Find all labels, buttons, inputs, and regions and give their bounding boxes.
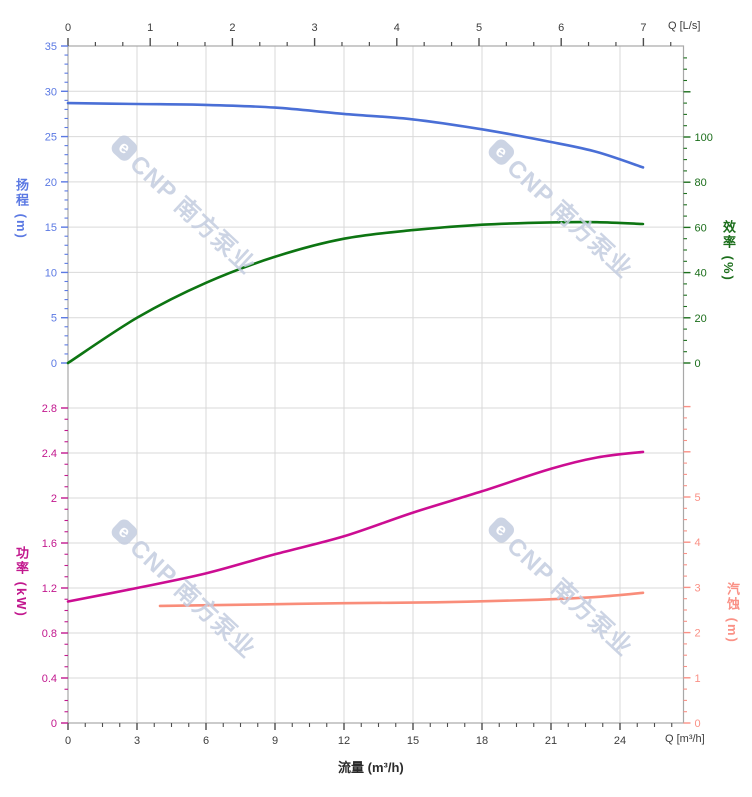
svg-text:18: 18 — [476, 735, 488, 747]
svg-text:0.4: 0.4 — [42, 673, 57, 685]
curve-npsh — [158, 591, 645, 608]
svg-text:20: 20 — [695, 313, 707, 325]
svg-text:1: 1 — [695, 673, 701, 685]
svg-text:24: 24 — [614, 735, 626, 747]
svg-text:2: 2 — [695, 628, 701, 640]
svg-text:5: 5 — [476, 22, 482, 34]
svg-text:0: 0 — [51, 358, 57, 370]
svg-text:60: 60 — [695, 222, 707, 234]
svg-text:30: 30 — [45, 86, 57, 98]
eff-axis-title: 效率 (%) — [721, 220, 736, 282]
svg-text:0: 0 — [65, 22, 71, 34]
svg-text:6: 6 — [203, 735, 209, 747]
svg-text:9: 9 — [272, 735, 278, 747]
svg-text:1: 1 — [147, 22, 153, 34]
svg-text:5: 5 — [695, 492, 701, 504]
svg-text:21: 21 — [545, 735, 557, 747]
svg-text:1.6: 1.6 — [42, 538, 57, 550]
svg-text:0: 0 — [695, 358, 701, 370]
top-axis-unit-label: Q [L/s] — [668, 20, 701, 32]
x-axis-title: 流量 (m³/h) — [338, 760, 404, 775]
svg-text:3: 3 — [695, 582, 701, 594]
svg-text:2: 2 — [51, 493, 57, 505]
svg-text:2: 2 — [229, 22, 235, 34]
power-axis-title: 功率 (kW) — [14, 546, 29, 618]
svg-text:15: 15 — [45, 222, 57, 234]
svg-text:0: 0 — [695, 718, 701, 730]
svg-text:0.8: 0.8 — [42, 628, 57, 640]
svg-text:1.2: 1.2 — [42, 583, 57, 595]
curve-efficiency — [66, 220, 645, 365]
svg-text:10: 10 — [45, 267, 57, 279]
head-axis-title: 扬程 (m) — [14, 178, 29, 240]
svg-text:4: 4 — [394, 22, 400, 34]
svg-text:12: 12 — [338, 735, 350, 747]
svg-text:3: 3 — [134, 735, 140, 747]
curve-power — [66, 450, 645, 603]
npsh-axis-title: 汽蚀 (m) — [725, 582, 740, 644]
svg-text:15: 15 — [407, 735, 419, 747]
svg-text:100: 100 — [695, 132, 713, 144]
svg-text:40: 40 — [695, 268, 707, 280]
svg-text:6: 6 — [558, 22, 564, 34]
svg-text:2.8: 2.8 — [42, 403, 57, 415]
bottom-axis-unit-label: Q [m³/h] — [665, 733, 705, 745]
svg-text:2.4: 2.4 — [42, 448, 57, 460]
svg-text:0: 0 — [51, 718, 57, 730]
svg-text:7: 7 — [640, 22, 646, 34]
curve-head — [66, 101, 645, 169]
svg-text:80: 80 — [695, 177, 707, 189]
svg-text:25: 25 — [45, 132, 57, 144]
svg-text:20: 20 — [45, 177, 57, 189]
svg-text:5: 5 — [51, 313, 57, 325]
svg-text:3: 3 — [312, 22, 318, 34]
svg-text:0: 0 — [65, 735, 71, 747]
svg-text:4: 4 — [695, 537, 701, 549]
svg-text:35: 35 — [45, 41, 57, 53]
